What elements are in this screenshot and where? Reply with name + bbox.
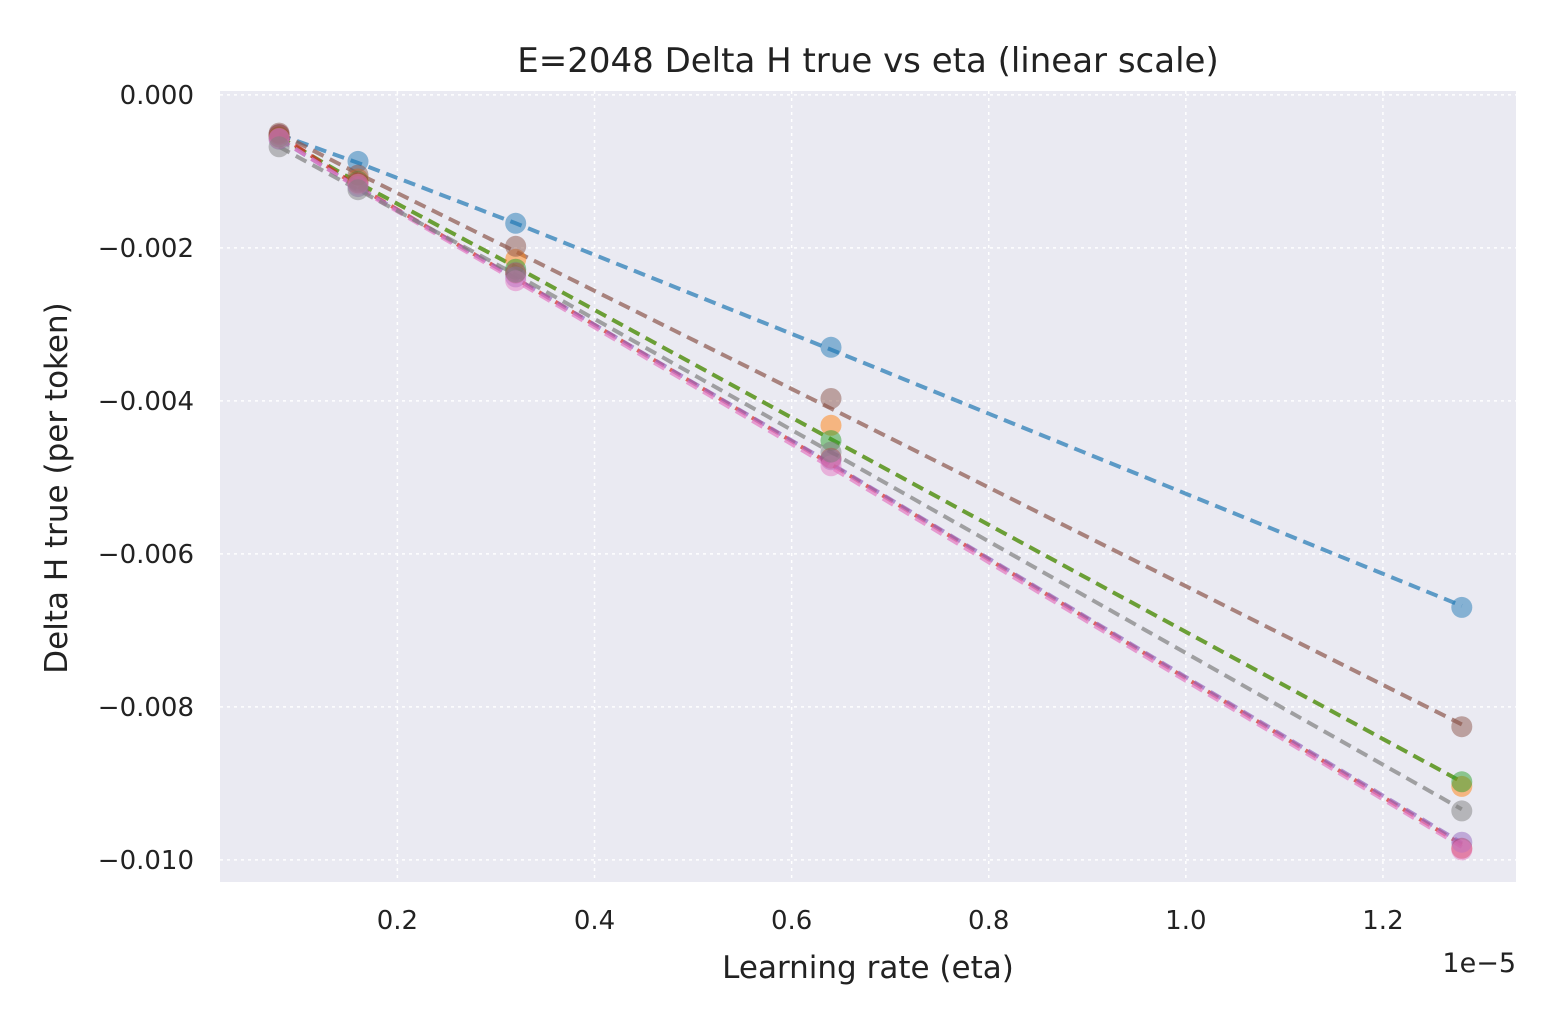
x-axis-offset-label: 1e−5 — [1442, 948, 1516, 979]
y-tick-label: −0.006 — [98, 540, 194, 570]
x-tick-label: 1.2 — [1362, 906, 1403, 936]
x-tick-label: 0.8 — [968, 906, 1009, 936]
data-points — [268, 122, 1473, 861]
x-tick-label: 0.4 — [574, 906, 615, 936]
data-point-series-7 — [1451, 839, 1473, 861]
x-axis-label: Learning rate (eta) — [722, 950, 1014, 986]
fit-line-series-6 — [278, 131, 1463, 727]
data-point-series-2 — [820, 414, 842, 436]
data-point-series-8 — [1451, 800, 1473, 822]
data-point-series-3 — [1451, 771, 1473, 793]
y-tick-label: 0.000 — [120, 81, 194, 111]
y-axis-label: Delta H true (per token) — [39, 302, 75, 673]
data-point-series-1 — [820, 336, 842, 358]
data-point-series-1 — [505, 212, 527, 234]
data-point-series-8 — [505, 261, 527, 283]
data-point-series-1 — [1451, 596, 1473, 618]
data-point-series-6 — [1451, 716, 1473, 738]
grid-lines — [220, 91, 1516, 882]
y-tick-labels: 0.000 −0.002 −0.004 −0.006 −0.008 −0.010 — [98, 81, 194, 876]
x-tick-label: 0.6 — [771, 906, 812, 936]
data-point-series-6 — [820, 388, 842, 409]
data-point-series-8 — [268, 136, 290, 158]
data-point-series-8 — [820, 441, 842, 463]
x-tick-label: 1.0 — [1165, 906, 1206, 936]
y-tick-label: −0.004 — [98, 387, 194, 417]
x-tick-label: 0.2 — [377, 906, 418, 936]
y-tick-label: −0.002 — [98, 234, 194, 264]
data-point-series-8 — [347, 179, 369, 201]
x-tick-labels: 0.2 0.4 0.6 0.8 1.0 1.2 — [377, 906, 1404, 936]
y-tick-label: −0.010 — [98, 846, 194, 876]
data-point-series-6 — [505, 235, 527, 257]
chart-title: E=2048 Delta H true vs eta (linear scale… — [517, 41, 1218, 81]
y-tick-label: −0.008 — [98, 693, 194, 723]
